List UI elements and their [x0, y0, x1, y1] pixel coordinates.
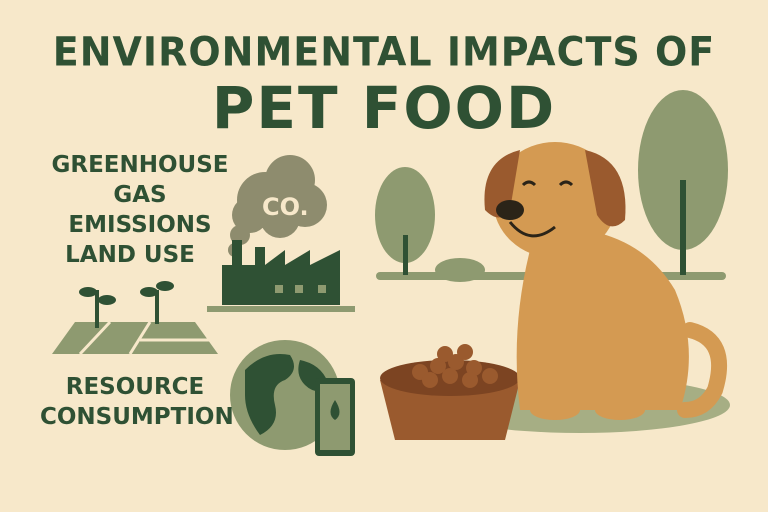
title-line-2: PET FOOD [211, 74, 557, 142]
farmland-icon [52, 281, 218, 356]
label-line: CONSUMPTION [40, 404, 234, 430]
impact-label-land-use: LAND USE [40, 240, 220, 270]
oil-can-icon [315, 378, 355, 456]
label-line: GREENHOUSE [51, 152, 229, 178]
food-bowl-icon [380, 344, 520, 440]
impact-label-resource: RESOURCE CONSUMPTION [40, 372, 234, 432]
title-line-1: ENVIRONMENTAL IMPACTS OF [52, 28, 716, 76]
globe-icon [230, 340, 340, 450]
dog-illustration [484, 142, 728, 420]
impact-label-greenhouse: GREENHOUSE GAS EMISSIONS [40, 150, 240, 240]
label-line: RESOURCE [65, 374, 205, 400]
smoke-cloud-icon [228, 155, 327, 257]
label-line: GAS EMISSIONS [68, 182, 212, 238]
co2-text: CO. [262, 193, 309, 221]
label-line: LAND USE [65, 242, 195, 268]
